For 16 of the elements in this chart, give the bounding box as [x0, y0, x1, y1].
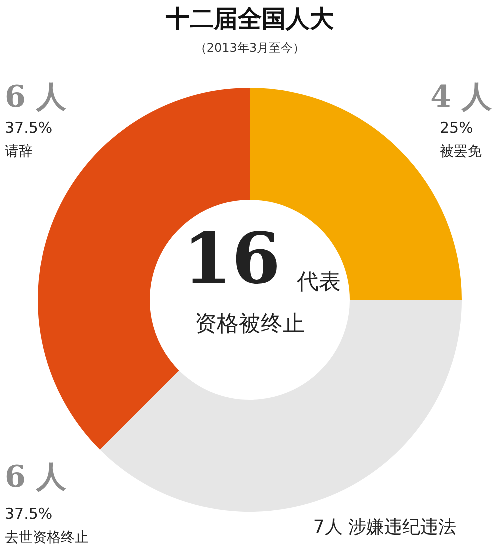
chart-title: 十二届全国人大: [165, 5, 335, 33]
chart-subtitle: （2013年3月至今）: [194, 41, 306, 55]
text: 16: [183, 217, 281, 300]
text: 代表: [296, 270, 341, 295]
donut-slice: [100, 300, 462, 512]
slice-label: 请辞: [5, 144, 33, 160]
data-label: 6 人: [5, 80, 68, 115]
data-label: 6 人: [5, 460, 68, 495]
slice-label: 去世资格终止: [5, 530, 89, 546]
text: 25%: [440, 119, 474, 137]
data-label: 4 人: [430, 80, 493, 115]
text: 37.5%: [5, 119, 53, 137]
text: 资格被终止: [195, 312, 305, 337]
text: 37.5%: [5, 505, 53, 523]
text: 7人 涉嫌违纪违法: [313, 517, 457, 538]
slice-label: 被罢免: [440, 144, 482, 160]
